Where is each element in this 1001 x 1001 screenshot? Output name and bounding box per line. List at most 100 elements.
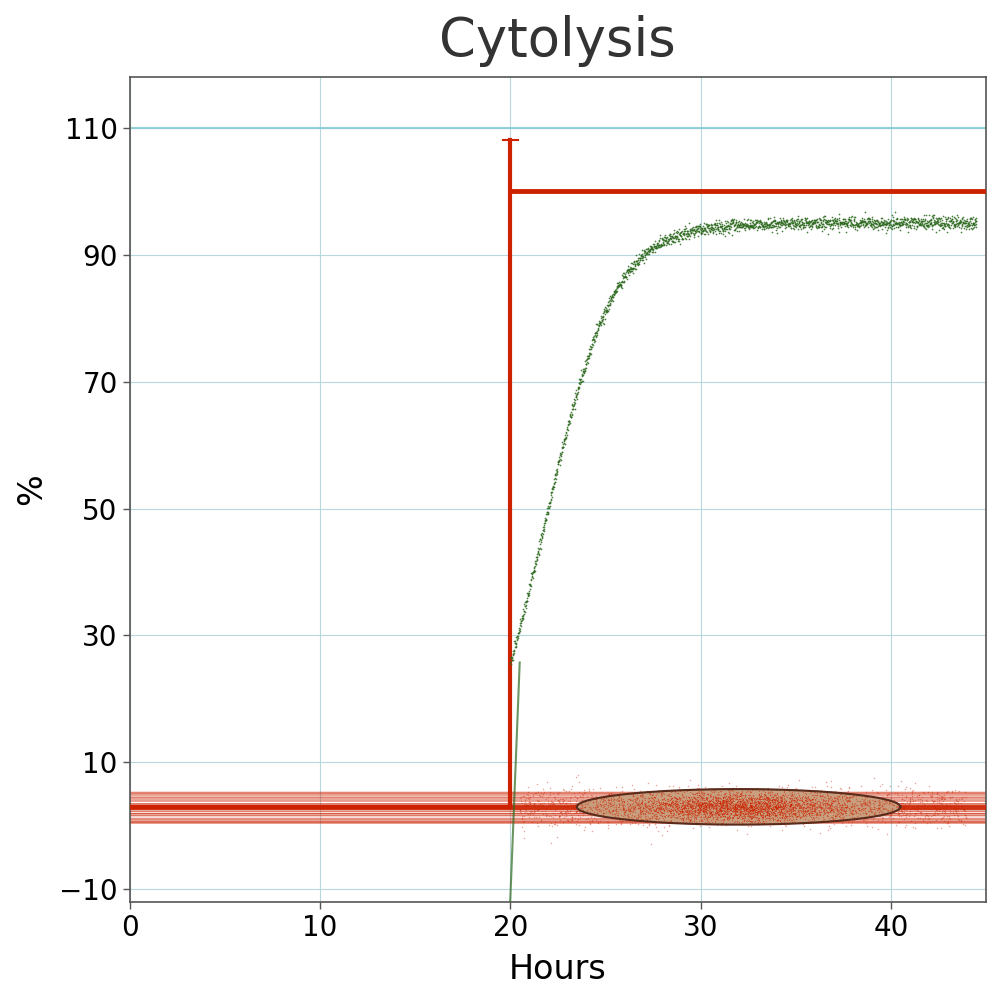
Point xyxy=(854,799,870,815)
Point xyxy=(598,804,614,820)
Point xyxy=(688,799,704,815)
Point xyxy=(657,810,673,826)
Point xyxy=(804,218,820,234)
Point xyxy=(754,809,770,825)
Point xyxy=(600,814,616,830)
Point xyxy=(738,805,754,821)
Point xyxy=(671,231,687,247)
Point xyxy=(682,797,698,813)
Point xyxy=(815,213,831,229)
Point xyxy=(612,276,628,292)
Point xyxy=(693,781,709,797)
Point xyxy=(678,796,694,812)
Point xyxy=(779,212,795,228)
Point xyxy=(622,260,638,276)
Point xyxy=(747,216,763,232)
Point xyxy=(839,216,855,232)
Point xyxy=(727,806,743,822)
Point xyxy=(788,800,804,816)
Point xyxy=(585,329,601,345)
Point xyxy=(959,219,975,235)
Point xyxy=(712,808,728,824)
Point xyxy=(849,217,865,233)
Point xyxy=(900,219,916,235)
Point xyxy=(876,792,892,808)
Point xyxy=(875,798,891,814)
Point xyxy=(848,797,864,813)
Point xyxy=(697,220,713,236)
Point xyxy=(603,796,619,812)
Point xyxy=(842,217,858,233)
Point xyxy=(704,791,720,807)
Point xyxy=(939,784,955,800)
Point xyxy=(769,814,785,830)
Point xyxy=(777,805,793,821)
Point xyxy=(541,506,557,522)
Point xyxy=(830,216,846,232)
Point xyxy=(816,209,832,225)
Point xyxy=(637,795,653,811)
Point xyxy=(663,814,679,830)
Point xyxy=(817,807,833,823)
Point xyxy=(773,789,789,805)
Point xyxy=(676,811,692,827)
Point xyxy=(804,805,820,821)
Point xyxy=(663,797,679,813)
Point xyxy=(634,241,650,257)
Point xyxy=(711,802,727,818)
Point xyxy=(640,775,656,791)
Point xyxy=(701,798,717,814)
Point xyxy=(830,804,846,820)
Point xyxy=(671,233,687,249)
Point xyxy=(759,798,775,814)
Point xyxy=(707,809,723,825)
Point xyxy=(965,219,981,235)
Point xyxy=(676,799,692,815)
Point xyxy=(910,211,926,227)
Point xyxy=(707,805,723,821)
Point xyxy=(879,214,895,230)
Point xyxy=(704,797,720,813)
Point xyxy=(673,224,689,240)
Point xyxy=(581,348,597,364)
Point xyxy=(779,797,795,813)
Point xyxy=(716,789,732,805)
Point xyxy=(723,806,739,822)
Point xyxy=(777,798,793,814)
Point xyxy=(800,799,816,815)
Point xyxy=(691,805,707,821)
Point xyxy=(640,805,656,821)
Point xyxy=(697,797,713,813)
Point xyxy=(765,802,781,818)
Point xyxy=(763,215,779,231)
Point xyxy=(569,803,585,819)
Point xyxy=(756,790,772,806)
Point xyxy=(743,798,759,814)
Point xyxy=(824,221,840,237)
Point xyxy=(855,213,871,229)
Point xyxy=(718,217,734,233)
Point xyxy=(929,786,945,802)
Point xyxy=(754,809,770,825)
Point xyxy=(558,806,574,822)
Point xyxy=(878,217,894,233)
Point xyxy=(887,785,903,801)
Point xyxy=(720,799,736,815)
Point xyxy=(865,220,881,236)
Point xyxy=(711,803,727,819)
Point xyxy=(503,655,519,671)
Point xyxy=(618,266,634,282)
Point xyxy=(870,813,886,829)
Point xyxy=(766,788,782,804)
Point xyxy=(721,808,737,824)
Point xyxy=(695,795,711,811)
Point xyxy=(671,806,687,822)
Point xyxy=(567,805,583,821)
Point xyxy=(732,794,748,810)
Point xyxy=(778,804,794,820)
Point xyxy=(829,215,845,231)
Point xyxy=(715,789,731,805)
Point xyxy=(534,797,550,813)
Point xyxy=(826,804,842,820)
Point xyxy=(700,217,716,233)
